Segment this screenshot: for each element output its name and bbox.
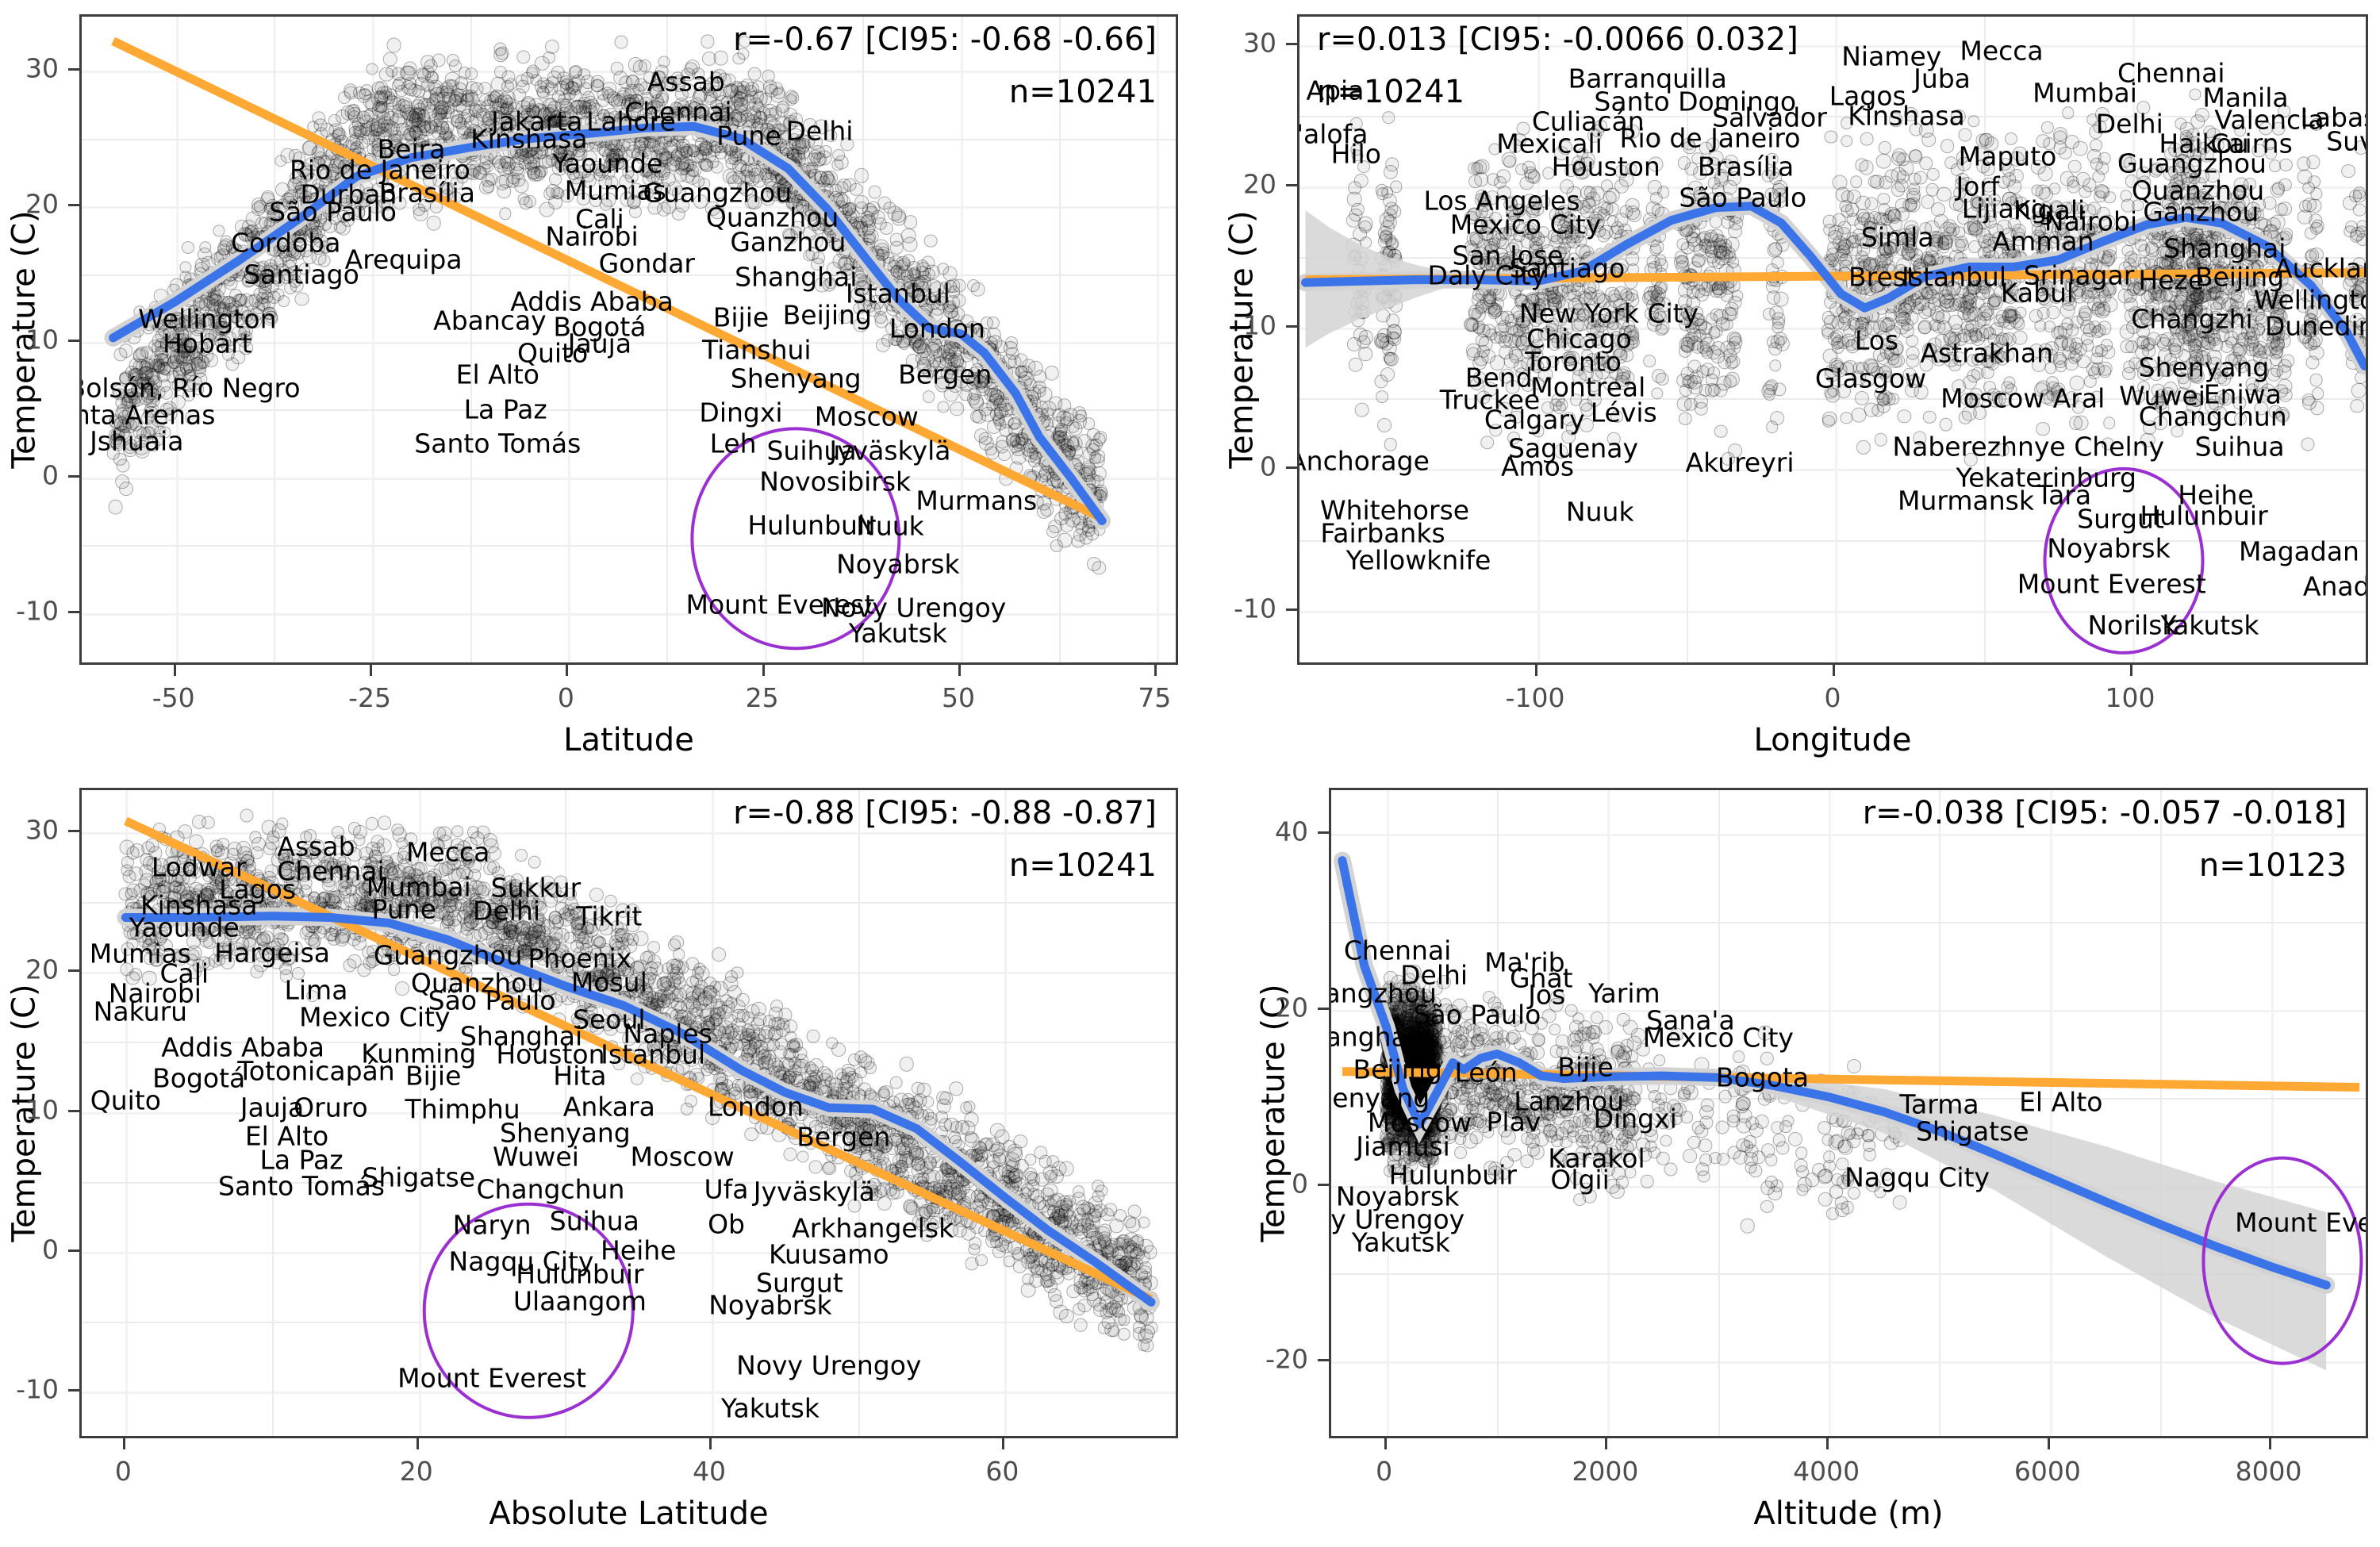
x-tick-label: 25	[745, 682, 779, 713]
grid-line-minor-horizontal	[82, 409, 1176, 412]
y-tick-label: 10	[25, 324, 59, 355]
loess-smooth-line	[109, 121, 1107, 525]
y-tick-label: -10	[16, 595, 59, 627]
plot-area: Assab Jakarta Lahore Chennai Beira Kinshasa Pu…	[79, 14, 1178, 665]
plot-area: Niamey Mecca Apia Barranquilla Chennai Lagos J…	[1297, 14, 2368, 665]
grid-line-minor-horizontal	[82, 545, 1176, 547]
grid-line-minor-vertical	[666, 17, 669, 662]
y-tick-mark	[68, 474, 79, 478]
x-tick-mark	[566, 665, 569, 676]
fit-overlay	[104, 36, 1111, 530]
sample-size-annotation: n=10241	[1008, 74, 1157, 110]
y-tick-mark	[68, 68, 79, 71]
grid-line-minor-vertical	[1058, 17, 1061, 662]
grid-line-horizontal	[82, 342, 1176, 344]
linear-regression-line	[111, 36, 1104, 523]
grid-line-vertical	[568, 17, 571, 662]
grid-line-minor-vertical	[274, 17, 276, 662]
grid-line-minor-vertical	[862, 17, 865, 662]
y-tick-mark	[68, 340, 79, 342]
correlation-annotation: r=-0.67 [CI95: -0.68 -0.66]	[733, 21, 1157, 58]
grid-line-vertical	[1157, 17, 1160, 662]
panel-latitude: Temperature (C) Latitude Assab Jakarta Lahor…	[0, 0, 1190, 774]
grid-line-vertical	[372, 17, 375, 662]
grid-line-minor-vertical	[470, 17, 472, 662]
y-tick-label: 30	[25, 52, 59, 84]
grid-line-horizontal	[82, 206, 1176, 209]
panel-longitude: Temperature (C) Longitude Niamey Mecca Apia B…	[1190, 0, 2380, 774]
x-axis-label: Latitude	[563, 722, 694, 758]
x-tick-mark	[762, 665, 765, 676]
grid-line-vertical	[764, 17, 767, 662]
x-tick-label: 75	[1138, 682, 1172, 713]
x-tick-label: -50	[152, 682, 195, 713]
x-tick-mark	[173, 665, 176, 676]
x-axis-label: Longitude	[1753, 722, 1912, 758]
grid-line-horizontal	[82, 612, 1176, 616]
x-tick-label: 0	[557, 682, 574, 713]
x-tick-label: 50	[942, 682, 975, 713]
x-tick-mark	[958, 665, 961, 676]
y-tick-mark	[68, 204, 79, 207]
grid-line-horizontal	[82, 71, 1176, 74]
y-tick-label: 0	[42, 459, 59, 491]
x-tick-mark	[370, 665, 373, 676]
grid-line-horizontal	[82, 477, 1176, 480]
highlight-circle	[690, 427, 901, 651]
y-tick-label: 20	[25, 188, 59, 220]
loess-confidence-shadow	[104, 117, 1111, 530]
x-tick-label: -25	[348, 682, 391, 713]
y-tick-mark	[68, 610, 79, 613]
grid-line-minor-horizontal	[82, 274, 1176, 276]
x-tick-mark	[1154, 665, 1157, 676]
